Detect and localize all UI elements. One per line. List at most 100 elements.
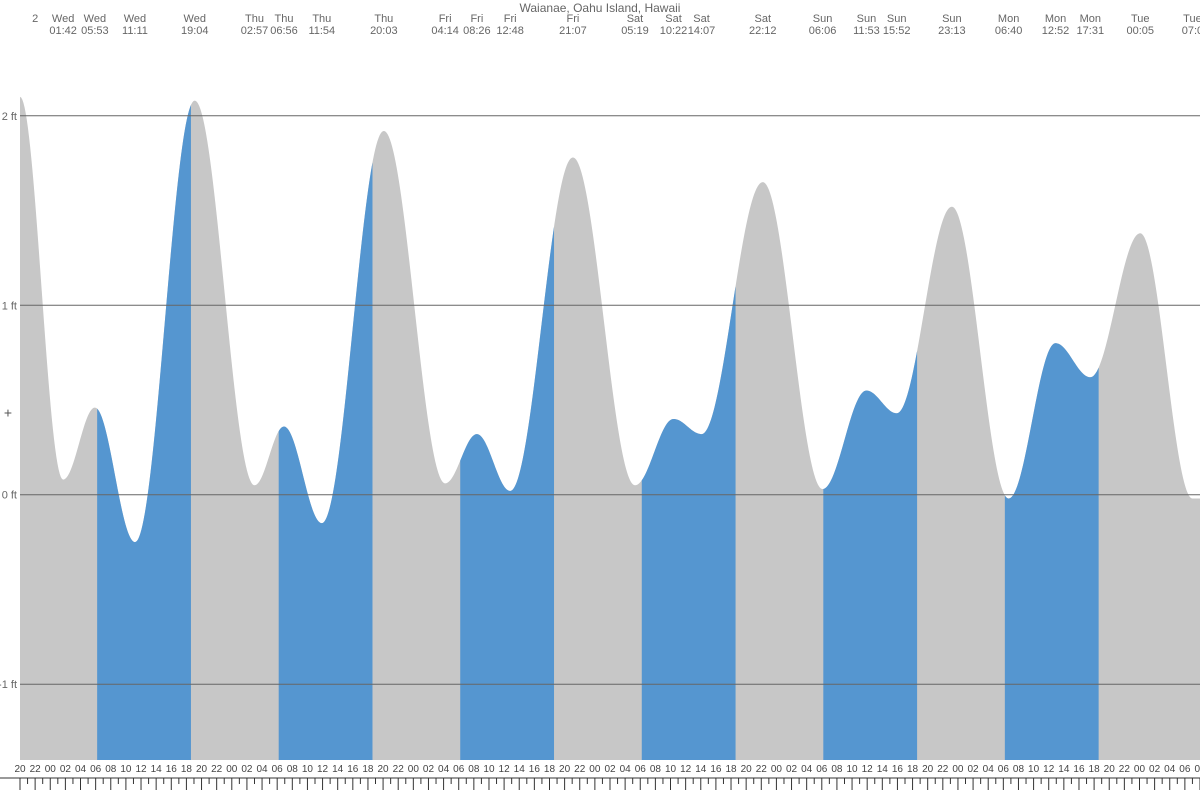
x-hour-label: 00: [408, 764, 420, 775]
extrema-label: 12:52: [1042, 25, 1070, 37]
x-hour-label: 22: [211, 764, 223, 775]
extrema-label: 12:48: [496, 25, 524, 37]
x-hour-label: 06: [816, 764, 828, 775]
tide-area-day-3: [642, 286, 736, 760]
x-hour-label: 18: [1089, 764, 1101, 775]
extrema-label: 19:04: [181, 25, 209, 37]
extrema-label: 21:07: [559, 25, 587, 37]
x-hour-label: 16: [1073, 764, 1085, 775]
extrema-label: Fri: [504, 13, 517, 25]
extrema-label: Sat: [755, 13, 772, 25]
x-hour-label: 14: [695, 764, 707, 775]
x-hour-label: 02: [1149, 764, 1161, 775]
tide-chart-svg: -1 ft0 ft1 ft2 ft+Waianae, Oahu Island, …: [0, 0, 1200, 800]
x-hour-label: 06: [635, 764, 647, 775]
extrema-label: Tue: [1131, 13, 1150, 25]
extrema-label: Sun: [813, 13, 833, 25]
x-hour-label: 22: [30, 764, 42, 775]
x-hour-label: 06: [998, 764, 1010, 775]
x-hour-label: 20: [922, 764, 934, 775]
x-hour-label: 02: [968, 764, 980, 775]
extrema-label: Fri: [567, 13, 580, 25]
x-hour-label: 12: [135, 764, 147, 775]
x-hour-label: 20: [741, 764, 753, 775]
tide-chart: -1 ft0 ft1 ft2 ft+Waianae, Oahu Island, …: [0, 0, 1200, 800]
x-hour-label: 00: [771, 764, 783, 775]
x-hour-label: 20: [196, 764, 208, 775]
x-hour-label: 16: [166, 764, 178, 775]
extrema-label: Thu: [374, 13, 393, 25]
tide-area-day-1: [279, 162, 373, 760]
x-hour-label: 14: [514, 764, 526, 775]
x-hour-label: 10: [302, 764, 314, 775]
x-hour-label: 04: [801, 764, 813, 775]
x-hour-label: 08: [1013, 764, 1025, 775]
extrema-label: 01:42: [49, 25, 77, 37]
x-hour-label: 04: [75, 764, 87, 775]
extrema-label: 05:53: [81, 25, 109, 37]
extrema-label: Mon: [1080, 13, 1101, 25]
extrema-label: Sat: [693, 13, 710, 25]
x-hour-label: 18: [725, 764, 737, 775]
x-hour-label: 02: [604, 764, 616, 775]
x-hour-label: 02: [60, 764, 72, 775]
extrema-label: Sun: [887, 13, 907, 25]
x-hour-label: 10: [120, 764, 132, 775]
tide-area-day-5: [1005, 343, 1099, 760]
x-hour-label: 20: [14, 764, 26, 775]
extrema-label: 11:54: [308, 25, 335, 37]
x-hour-label: 18: [907, 764, 919, 775]
x-hour-label: 06: [1179, 764, 1191, 775]
extrema-label: 20:03: [370, 25, 398, 37]
x-hour-label: 08: [1194, 764, 1200, 775]
x-hour-label: 22: [937, 764, 949, 775]
x-hour-label: 08: [287, 764, 299, 775]
tide-area-day-4: [823, 351, 917, 760]
x-hour-label: 12: [1043, 764, 1055, 775]
x-hour-label: 04: [983, 764, 995, 775]
extrema-label: 14:07: [688, 25, 716, 37]
x-hour-label: 08: [468, 764, 480, 775]
extrema-label: Wed: [52, 13, 74, 25]
extrema-label: 00:05: [1126, 25, 1154, 37]
x-hour-label: 02: [241, 764, 253, 775]
x-hour-label: 00: [589, 764, 601, 775]
extrema-label: Thu: [275, 13, 294, 25]
extrema-label: Thu: [312, 13, 331, 25]
extrema-label: 02:57: [241, 25, 269, 37]
x-hour-label: 22: [756, 764, 768, 775]
extrema-label: 2: [32, 13, 38, 25]
extrema-label: 17:31: [1077, 25, 1105, 37]
extrema-label: 05:19: [621, 25, 649, 37]
extrema-label: Sat: [627, 13, 644, 25]
x-hour-label: 00: [45, 764, 57, 775]
extrema-label: Fri: [470, 13, 483, 25]
extrema-label: 06:40: [995, 25, 1023, 37]
x-hour-label: 14: [332, 764, 344, 775]
x-hour-label: 20: [378, 764, 390, 775]
x-hour-label: 10: [483, 764, 495, 775]
x-hour-label: 02: [786, 764, 798, 775]
extrema-label: 06:06: [809, 25, 837, 37]
extrema-label: Fri: [439, 13, 452, 25]
x-hour-label: 12: [680, 764, 692, 775]
y-axis-label: 1 ft: [2, 300, 17, 312]
extrema-label: Thu: [245, 13, 264, 25]
x-hour-label: 20: [1104, 764, 1116, 775]
x-hour-label: 06: [90, 764, 102, 775]
extrema-label: 11:11: [122, 25, 148, 37]
extrema-label: Wed: [184, 13, 206, 25]
extrema-label: 15:52: [883, 25, 911, 37]
x-hour-label: 14: [877, 764, 889, 775]
tide-area-day-0: [97, 105, 191, 760]
x-hour-label: 06: [272, 764, 284, 775]
extrema-label: 22:12: [749, 25, 777, 37]
x-hour-label: 08: [105, 764, 117, 775]
x-hour-label: 04: [256, 764, 268, 775]
x-hour-label: 00: [226, 764, 238, 775]
extrema-label: 08:26: [463, 25, 491, 37]
x-hour-label: 14: [1058, 764, 1070, 775]
x-hour-label: 06: [453, 764, 465, 775]
x-hour-label: 16: [529, 764, 541, 775]
extrema-label: Wed: [124, 13, 146, 25]
